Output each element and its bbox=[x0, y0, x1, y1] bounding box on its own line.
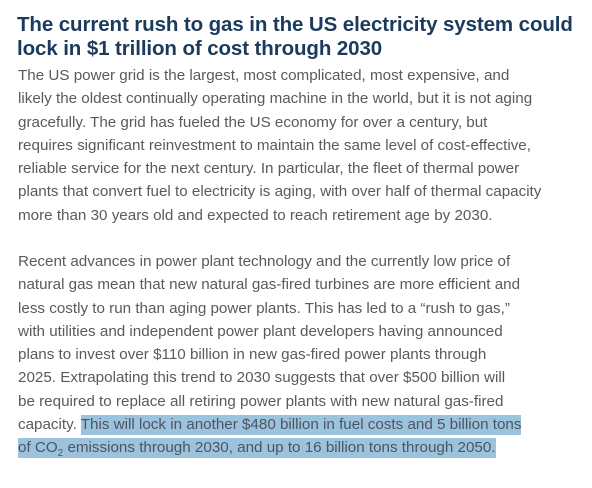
text-line: more than 30 years old and expected to r… bbox=[18, 206, 493, 224]
paragraph-rush-to-gas: Recent advances in power plant technolog… bbox=[18, 250, 522, 460]
highlighted-text-part: emissions through 2030, and up to 16 bil… bbox=[63, 439, 496, 457]
text-line: The US power grid is the largest, most c… bbox=[18, 67, 510, 84]
text-line: natural gas mean that new natural gas-fi… bbox=[18, 276, 521, 294]
text-line: capacity. This will lock in another $480… bbox=[18, 413, 522, 436]
text-line: of CO2 emissions through 2030, and up to… bbox=[18, 436, 521, 459]
co2-subscript: 2 bbox=[57, 448, 64, 460]
text-line: 2025. Extrapolating this trend to 2030 s… bbox=[18, 369, 506, 387]
highlighted-text-part: of CO bbox=[18, 439, 58, 457]
text-line: Recent advances in power plant technolog… bbox=[18, 253, 511, 270]
text-line: gracefully. The grid has fueled the US e… bbox=[18, 113, 488, 131]
text-line: less costly to run than aging power plan… bbox=[18, 299, 510, 317]
highlighted-text[interactable]: of CO2 emissions through 2030, and up to… bbox=[18, 438, 496, 460]
text-prefix: capacity. bbox=[18, 416, 81, 434]
highlighted-text[interactable]: This will lock in another $480 billion i… bbox=[80, 415, 522, 436]
text-line: plants that convert fuel to electricity … bbox=[18, 183, 542, 201]
text-line: with utilities and independent power pla… bbox=[18, 322, 503, 340]
text-line: reliable service for the next century. I… bbox=[18, 160, 520, 178]
paragraph-grid-aging: The US power grid is the largest, most c… bbox=[18, 64, 541, 227]
text-line: plans to invest over $110 billion in new… bbox=[18, 346, 487, 364]
text-line: likely the oldest continually operating … bbox=[18, 90, 533, 108]
article-title: The current rush to gas in the US electr… bbox=[17, 13, 573, 60]
text-line: be required to replace all retiring powe… bbox=[18, 392, 504, 410]
text-line: requires significant reinvestment to mai… bbox=[18, 136, 531, 154]
